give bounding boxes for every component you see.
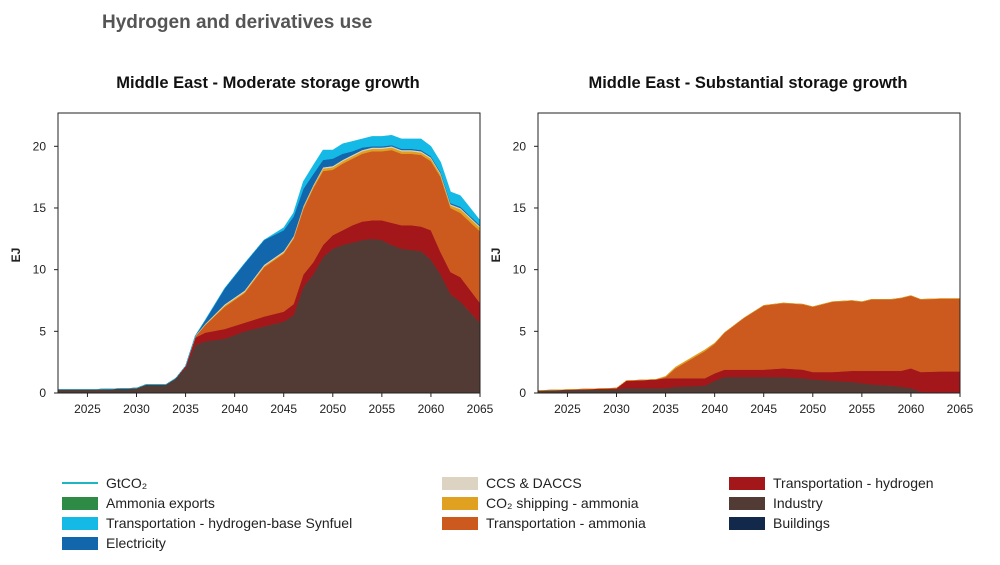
y-tick-label: 10: [33, 263, 47, 277]
y-tick-label: 5: [519, 324, 526, 338]
legend: GtCO₂ Ammonia exports Transportation - hyd…: [0, 474, 1000, 564]
legend-swatch: [442, 516, 478, 530]
legend-item: Transportation - hydrogen-base Synfuel: [62, 514, 352, 532]
x-tick-label: 2050: [799, 402, 826, 416]
y-tick-label: 15: [513, 201, 527, 215]
legend-swatch: [442, 496, 478, 510]
legend-item: GtCO₂: [62, 474, 147, 492]
legend-label: CO₂ shipping - ammonia: [486, 495, 639, 511]
legend-item: CO₂ shipping - ammonia: [442, 494, 639, 512]
x-tick-label: 2055: [849, 402, 876, 416]
x-tick-label: 2025: [74, 402, 101, 416]
legend-label: Ammonia exports: [106, 495, 215, 511]
x-tick-label: 2045: [270, 402, 297, 416]
chart-title-moderate: Middle East - Moderate storage growth: [116, 74, 420, 92]
y-axis-label: EJ: [9, 248, 23, 263]
x-tick-label: 2035: [172, 402, 199, 416]
y-tick-label: 10: [513, 263, 527, 277]
legend-item: Transportation - ammonia: [442, 514, 646, 532]
legend-label: Buildings: [773, 515, 830, 531]
x-tick-label: 2045: [750, 402, 777, 416]
plot-frame: [57, 112, 481, 394]
legend-label: Transportation - hydrogen-base Synfuel: [106, 515, 353, 531]
x-tick-label: 2030: [603, 402, 630, 416]
legend-swatch: [62, 516, 98, 530]
plot-frame: [537, 112, 961, 394]
legend-item: Buildings: [729, 514, 830, 532]
x-tick-label: 2055: [369, 402, 396, 416]
x-tick-label: 2040: [701, 402, 728, 416]
legend-label: Industry: [773, 495, 823, 511]
x-tick-label: 2040: [221, 402, 248, 416]
legend-label: Electricity: [106, 535, 166, 551]
x-tick-label: 2065: [467, 402, 494, 416]
legend-swatch: [729, 476, 765, 490]
page-title: Hydrogen and derivatives use: [102, 12, 373, 33]
x-tick-label: 2065: [947, 402, 974, 416]
legend-swatch: [62, 482, 98, 484]
y-tick-label: 20: [513, 139, 527, 153]
x-tick-label: 2035: [652, 402, 679, 416]
legend-label: Transportation - hydrogen: [773, 475, 934, 491]
legend-label: Transportation - ammonia: [486, 515, 646, 531]
y-tick-label: 0: [519, 386, 526, 400]
x-tick-label: 2030: [123, 402, 150, 416]
legend-label: CCS & DACCS: [486, 475, 582, 491]
legend-label: GtCO₂: [106, 475, 148, 491]
legend-item: Ammonia exports: [62, 494, 215, 512]
legend-swatch: [729, 496, 765, 510]
legend-item: Industry: [729, 494, 823, 512]
legend-item: Transportation - hydrogen: [729, 474, 934, 492]
legend-swatch: [62, 536, 98, 550]
legend-item: CCS & DACCS: [442, 474, 582, 492]
x-tick-label: 2050: [319, 402, 346, 416]
x-tick-label: 2060: [418, 402, 445, 416]
x-tick-label: 2060: [898, 402, 925, 416]
y-axis-label: EJ: [489, 248, 503, 263]
legend-swatch: [62, 496, 98, 510]
y-tick-label: 5: [39, 324, 46, 338]
y-tick-label: 15: [33, 201, 47, 215]
y-tick-label: 20: [33, 139, 47, 153]
area-1-co-shipping-ammonia: [537, 295, 960, 391]
legend-swatch: [442, 476, 478, 490]
chart-title-substantial: Middle East - Substantial storage growth: [588, 74, 908, 92]
y-tick-label: 0: [39, 386, 46, 400]
legend-swatch: [729, 516, 765, 530]
x-tick-label: 2025: [554, 402, 581, 416]
legend-item: Electricity: [62, 534, 166, 552]
